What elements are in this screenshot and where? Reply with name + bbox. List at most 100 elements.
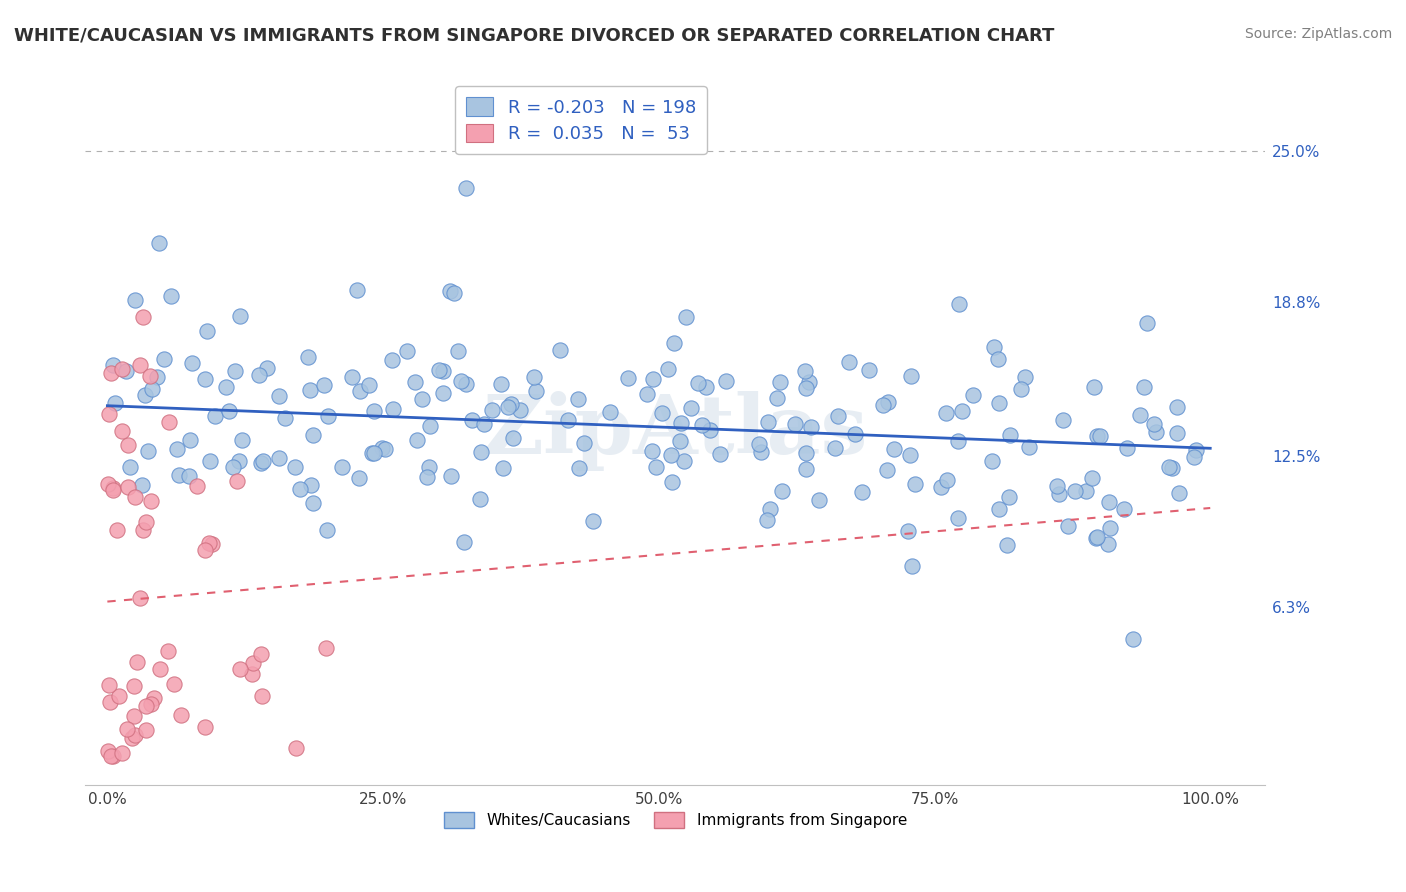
Point (148, 235, 170, 250)
Point (987, 396, 1010, 410)
Point (136, 443, 159, 458)
Point (470, 445, 492, 459)
Point (1057, 518, 1080, 533)
Point (432, 364, 454, 378)
Point (224, 364, 246, 378)
Point (872, 399, 894, 413)
Point (111, 362, 134, 376)
Point (242, 656, 264, 670)
Point (100, 366, 122, 380)
Text: Source: ZipAtlas.com: Source: ZipAtlas.com (1244, 27, 1392, 41)
Point (194, 372, 217, 386)
Point (1097, 537, 1119, 551)
Point (256, 361, 278, 376)
Point (876, 463, 898, 477)
Point (218, 404, 240, 418)
Point (1161, 461, 1184, 475)
Point (201, 537, 224, 551)
Point (381, 352, 404, 367)
Point (381, 401, 404, 416)
Point (157, 415, 180, 429)
Point (716, 375, 738, 389)
Point (131, 478, 153, 492)
Point (1112, 502, 1135, 516)
Point (783, 417, 806, 432)
Point (1064, 484, 1087, 499)
Point (250, 456, 273, 470)
Point (1184, 443, 1206, 458)
Point (297, 350, 319, 364)
Point (897, 524, 920, 538)
Point (194, 720, 217, 734)
Point (1116, 441, 1139, 455)
Point (406, 433, 429, 447)
Point (114, 364, 136, 378)
Point (568, 460, 591, 475)
Point (124, 293, 146, 307)
Point (935, 406, 957, 420)
Point (799, 375, 821, 389)
Point (1132, 380, 1154, 394)
Point (447, 344, 470, 359)
Point (456, 180, 478, 194)
Point (794, 462, 817, 476)
Point (231, 433, 253, 447)
Point (498, 401, 520, 415)
Point (502, 431, 524, 445)
Point (97, 476, 120, 491)
Point (1085, 530, 1108, 544)
Point (709, 447, 731, 461)
Point (299, 478, 322, 492)
Point (121, 731, 143, 746)
Point (179, 433, 201, 447)
Point (453, 534, 475, 549)
Point (135, 515, 157, 529)
Point (374, 442, 396, 456)
Point (672, 454, 695, 468)
Point (141, 698, 163, 712)
Point (1046, 479, 1069, 493)
Point (472, 417, 495, 431)
Point (122, 679, 145, 693)
Point (983, 340, 1005, 354)
Point (699, 423, 721, 437)
Point (269, 389, 291, 403)
Point (347, 470, 370, 484)
Point (1014, 370, 1036, 384)
Point (1099, 520, 1122, 534)
Point (651, 406, 673, 420)
Point (269, 450, 291, 465)
Point (1157, 459, 1180, 474)
Point (548, 343, 571, 357)
Point (247, 368, 270, 382)
Point (481, 402, 503, 417)
Point (229, 663, 252, 677)
Point (226, 474, 249, 488)
Point (124, 728, 146, 742)
Point (443, 285, 465, 300)
Point (330, 460, 353, 475)
Point (1090, 429, 1112, 443)
Point (117, 437, 139, 451)
Point (987, 502, 1010, 516)
Point (122, 708, 145, 723)
Point (799, 419, 821, 434)
Point (794, 446, 817, 460)
Point (755, 513, 778, 527)
Point (617, 371, 640, 385)
Point (901, 559, 924, 574)
Point (101, 749, 124, 764)
Point (139, 493, 162, 508)
Point (181, 356, 204, 370)
Point (749, 445, 772, 459)
Point (557, 413, 579, 427)
Point (450, 374, 472, 388)
Point (439, 284, 461, 298)
Point (250, 689, 273, 703)
Point (509, 402, 531, 417)
Point (1047, 487, 1070, 501)
Point (240, 666, 263, 681)
Point (695, 380, 717, 394)
Point (1085, 429, 1108, 443)
Point (107, 689, 129, 703)
